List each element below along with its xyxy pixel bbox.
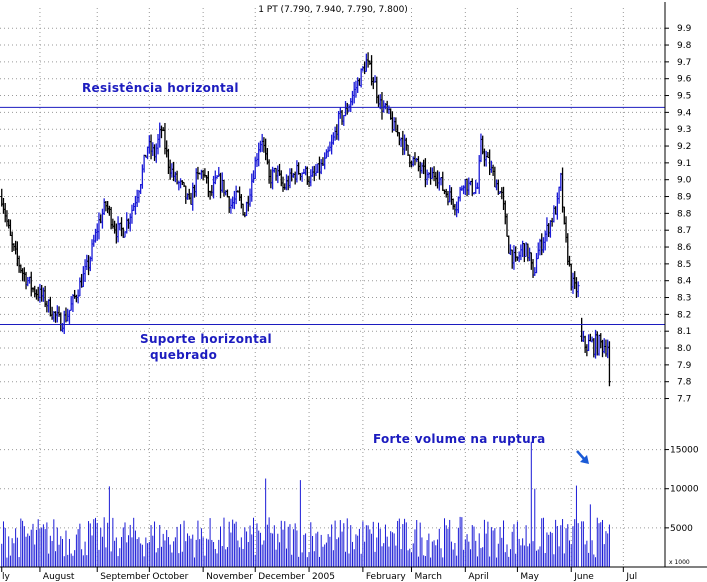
annotations: Resistência horizontal Suporte horizontal…	[82, 81, 589, 464]
month-label: December	[258, 572, 305, 582]
price-tick-label: 9.2	[677, 142, 691, 152]
price-tick-label: 7.7	[677, 395, 691, 405]
month-label: September	[100, 572, 150, 582]
price-tick-label: 8.2	[677, 310, 691, 320]
price-tick-label: 9.3	[677, 125, 691, 135]
month-label: March	[415, 572, 442, 582]
volume-note-label: Forte volume na ruptura	[373, 432, 546, 446]
price-bars	[0, 52, 611, 387]
month-label: August	[43, 572, 75, 582]
support-label: Suporte horizontal	[140, 332, 272, 346]
price-tick-label: 9.0	[677, 176, 692, 186]
price-tick-label: 8.6	[677, 243, 692, 253]
price-tick-label: 7.9	[677, 361, 692, 371]
volume-tick-label: 15000	[670, 446, 699, 456]
price-tick-label: 8.5	[677, 260, 691, 270]
volume-unit-label: x 1000	[669, 559, 690, 566]
price-tick-label: 8.4	[677, 277, 692, 287]
month-label: Jul	[625, 572, 637, 582]
month-label: June	[573, 572, 594, 582]
month-label: ly	[2, 572, 11, 582]
month-label: May	[520, 572, 539, 582]
month-label: November	[206, 572, 253, 582]
price-tick-label: 9.4	[677, 108, 692, 118]
arrow-icon	[576, 450, 589, 464]
chart-title: 1 PT (7.790, 7.940, 7.790, 7.800)	[258, 5, 408, 15]
price-tick-label: 9.8	[677, 41, 692, 51]
grid	[0, 8, 665, 567]
price-tick-label: 9.7	[677, 58, 691, 68]
price-tick-label: 8.7	[677, 226, 691, 236]
price-tick-label: 9.6	[677, 75, 692, 85]
resistance-label: Resistência horizontal	[82, 81, 239, 95]
month-label: February	[366, 572, 407, 582]
price-tick-label: 9.9	[677, 24, 692, 34]
volume-tick-label: 5000	[670, 524, 693, 534]
price-tick-label: 8.0	[677, 344, 692, 354]
price-tick-label: 7.8	[677, 378, 692, 388]
volume-bars	[1, 441, 610, 567]
price-tick-label: 8.9	[677, 193, 692, 203]
price-tick-label: 9.5	[677, 92, 691, 102]
price-tick-label: 8.3	[677, 294, 691, 304]
month-label: 2005	[312, 572, 335, 582]
volume-tick-label: 10000	[670, 485, 699, 495]
arrow-head	[580, 455, 589, 464]
month-label: October	[152, 572, 188, 582]
support-label-line2: quebrado	[150, 348, 217, 362]
price-tick-label: 8.8	[677, 209, 692, 219]
price-tick-label: 9.1	[677, 159, 691, 169]
month-label: April	[468, 572, 489, 582]
price-tick-label: 8.1	[677, 327, 691, 337]
horizontal-levels	[0, 106, 665, 325]
